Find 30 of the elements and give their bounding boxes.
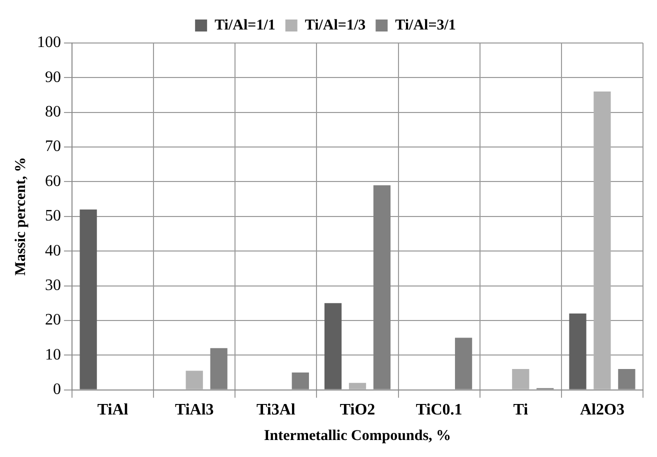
y-tick-label: 80 [45,104,61,121]
y-tick-label: 20 [45,312,61,329]
y-tick-label: 70 [45,138,61,156]
x-tick-label: TiAl3 [174,402,214,419]
bar [186,370,203,390]
x-tick-label: Ti3Al [256,402,296,419]
y-tick-label: 50 [45,208,61,225]
y-tick-label: 30 [45,276,61,294]
legend-label: Ti/Al=3/1 [395,17,456,34]
x-tick-label: TiAl [97,402,129,419]
bar [512,368,530,390]
legend-label: Ti/Al=1/1 [214,17,276,34]
bar [80,209,97,390]
bar [569,314,586,390]
bar [324,303,342,390]
x-axis-title: Intermetallic Compounds, % [264,428,452,444]
x-tick-label: Ti [513,402,529,419]
x-tick-label: Al2O3 [580,402,624,419]
y-tick-label: 90 [45,68,61,86]
bar [594,92,611,390]
y-tick-label: 0 [53,381,61,398]
bar [348,382,366,390]
y-tick-label: 100 [37,34,61,52]
x-tick-label: TiC0.1 [416,402,462,419]
y-tick-label: 10 [45,346,61,364]
y-tick-label: 60 [45,172,61,190]
x-tick-label: TiO2 [340,402,376,419]
legend-label: Ti/Al=1/3 [304,17,366,34]
y-tick-label: 40 [45,242,61,260]
y-axis-title: Massic percent, % [12,157,29,276]
